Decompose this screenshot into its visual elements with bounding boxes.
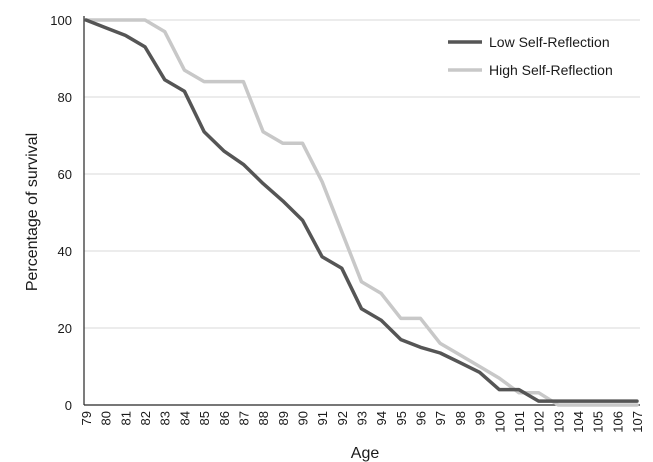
- x-tick-label: 80: [99, 411, 114, 425]
- axes: [83, 16, 640, 406]
- x-tick-label: 90: [295, 411, 310, 425]
- y-tick-label: 0: [65, 398, 72, 413]
- x-tick-label: 88: [256, 411, 271, 425]
- y-tick-label: 20: [58, 321, 72, 336]
- y-tick-label: 60: [58, 167, 72, 182]
- y-tick-label: 100: [50, 13, 72, 28]
- y-axis-label: Percentage of survival: [24, 133, 41, 291]
- series-lines: [84, 18, 639, 407]
- x-tick-label: 106: [610, 411, 625, 433]
- x-tick-label: 99: [473, 411, 488, 425]
- x-tick-label: 102: [532, 411, 547, 433]
- x-tick-label: 79: [79, 411, 94, 425]
- x-tick-label: 100: [492, 411, 507, 433]
- x-tick-labels: 79 80 81 82 83 84 85 86 87 88 89 90 91 92 93 94 95 96 97 98…: [79, 411, 645, 433]
- x-tick-label: 95: [394, 411, 409, 425]
- series-line-0: [84, 18, 639, 403]
- x-tick-label: 98: [453, 411, 468, 425]
- x-tick-label: 93: [355, 411, 370, 425]
- series-line-1: [84, 18, 639, 407]
- x-tick-label: 96: [414, 411, 429, 425]
- legend: Low Self-Reflection High Self-Reflection: [448, 34, 613, 78]
- x-tick-label: 94: [374, 411, 389, 425]
- x-tick-label: 89: [276, 411, 291, 425]
- y-tick-label: 40: [58, 244, 72, 259]
- x-tick-label: 82: [138, 411, 153, 425]
- x-tick-label: 105: [591, 411, 606, 433]
- x-tick-label: 85: [197, 411, 212, 425]
- x-tick-label: 104: [571, 411, 586, 433]
- legend-label-0: Low Self-Reflection: [489, 34, 610, 50]
- x-tick-label: 107: [630, 411, 645, 433]
- legend-label-1: High Self-Reflection: [489, 62, 613, 78]
- x-tick-label: 87: [236, 411, 251, 425]
- x-axis-label: Age: [351, 445, 380, 462]
- y-tick-label: 80: [58, 90, 72, 105]
- x-tick-label: 92: [335, 411, 350, 425]
- x-tick-label: 84: [177, 411, 192, 425]
- x-tick-label: 103: [551, 411, 566, 433]
- x-tick-label: 97: [433, 411, 448, 425]
- x-tick-label: 91: [315, 411, 330, 425]
- x-tick-label: 101: [512, 411, 527, 433]
- gridlines: [84, 19, 640, 329]
- x-tick-label: 86: [217, 411, 232, 425]
- x-tick-label: 81: [118, 411, 133, 425]
- y-tick-labels: 0 20 40 60 80 100: [50, 13, 72, 413]
- x-tick-label: 83: [158, 411, 173, 425]
